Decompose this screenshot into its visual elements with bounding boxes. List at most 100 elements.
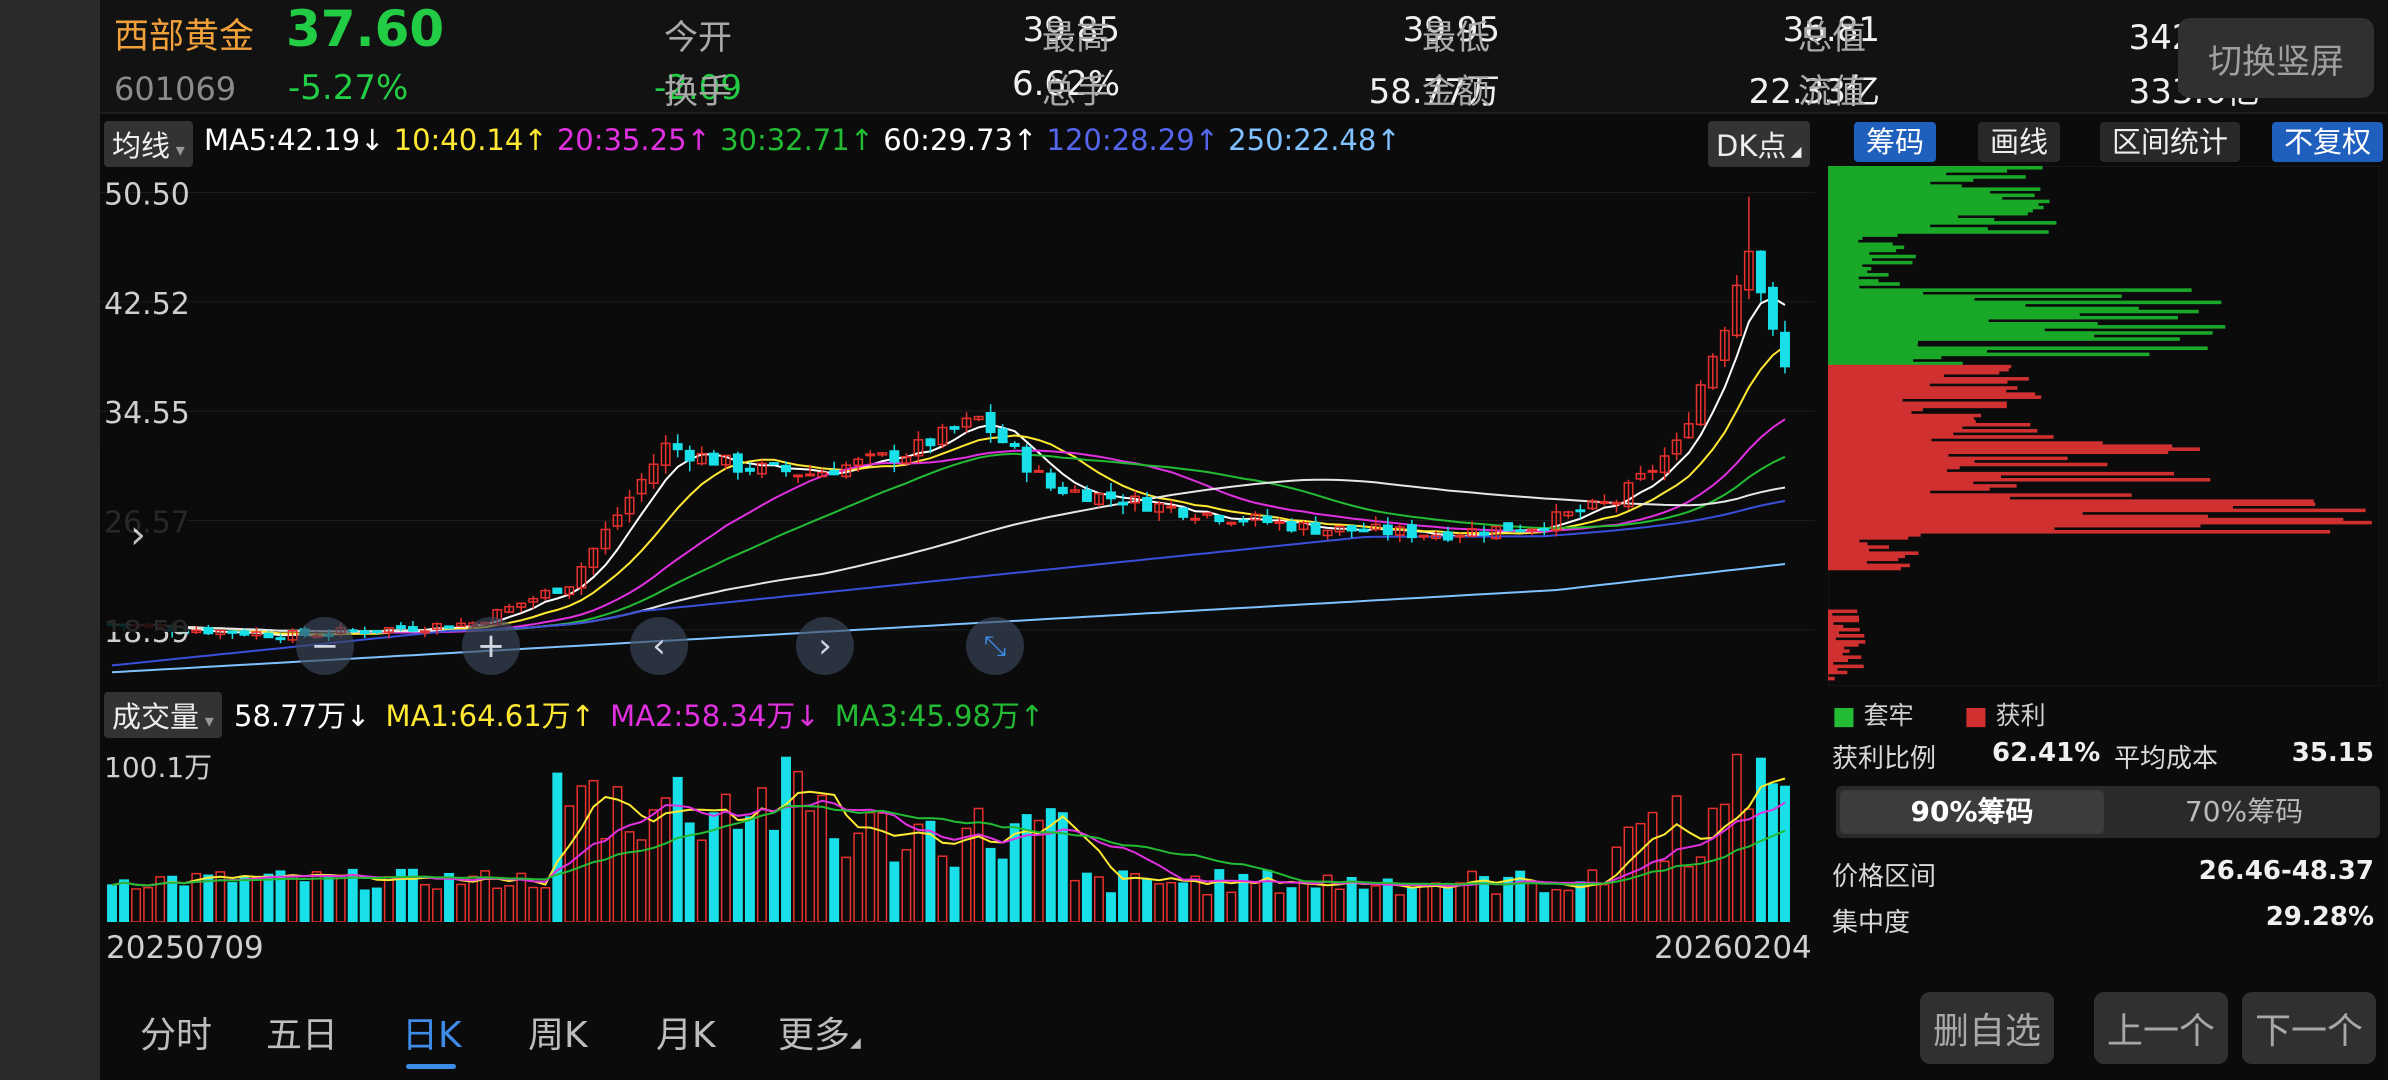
volume-type-select[interactable]: 成交量 ▾ — [104, 692, 222, 738]
candle-body — [805, 473, 816, 477]
chip-bar — [1828, 346, 2208, 351]
candle-body — [432, 622, 442, 630]
tab-90-chips[interactable]: 90%筹码 — [1840, 790, 2104, 834]
candle-body — [1755, 250, 1766, 294]
candle-body — [576, 566, 587, 589]
volume-chart[interactable] — [100, 736, 1815, 922]
chip-bar — [1828, 505, 2233, 510]
volume-bar — [1743, 808, 1754, 922]
chip-bar — [1828, 530, 2331, 534]
tab-chips[interactable]: 筹码 — [1854, 122, 1937, 162]
chip-bar — [1828, 303, 2026, 308]
chip-bar — [1828, 361, 1963, 366]
candle-body — [985, 412, 996, 434]
chip-bar — [1828, 211, 2028, 216]
candle-body — [383, 627, 394, 633]
chip-bar — [1828, 478, 2211, 482]
scroll-right-button[interactable]: › — [796, 617, 854, 675]
volume-ma-line — [111, 804, 1786, 887]
candle-body — [925, 438, 936, 447]
date-end: 20260204 — [1654, 930, 1812, 966]
chip-bar — [1828, 508, 2366, 513]
candle-body — [215, 629, 226, 636]
volume-bar — [432, 888, 442, 922]
stat-label: 流值 — [1798, 72, 1866, 112]
price-tick-label: 42.52 — [104, 287, 190, 322]
tab-more[interactable]: 更多◢ — [778, 1006, 861, 1058]
chip-bar — [1828, 374, 1945, 378]
tab-daily-k[interactable]: 日K — [402, 1015, 462, 1056]
tab-70-chips[interactable]: 70%筹码 — [2184, 795, 2304, 828]
dk-point-button[interactable]: DK点 ◢ — [1708, 121, 1810, 167]
chip-bar — [1828, 450, 2169, 455]
candle-body — [1346, 525, 1357, 532]
ma-line-250 — [111, 563, 1786, 674]
candle-body — [636, 478, 647, 495]
date-start: 20250709 — [106, 930, 264, 966]
chip-bar — [1828, 481, 1974, 485]
candle-body — [1274, 520, 1285, 524]
switch-portrait-button[interactable]: 切换竖屏 — [2178, 18, 2374, 98]
volume-bar — [1370, 885, 1381, 922]
candle-body — [1430, 534, 1441, 540]
chip-bar — [1828, 294, 2122, 299]
zoom-out-button[interactable]: − — [296, 617, 354, 675]
candle-body — [1551, 511, 1562, 532]
zoom-in-button[interactable]: + — [462, 617, 520, 675]
tab-no-adjust[interactable]: 不复权 — [2272, 122, 2384, 162]
volume-bar — [1118, 870, 1128, 922]
chip-bar — [1828, 646, 1845, 650]
chip-bar — [1828, 370, 2000, 375]
ma-legend: MA5:42.19↓ 10:40.14↑ 20:35.25↑ 30:32.71↑… — [204, 123, 1401, 157]
volume-bar — [456, 883, 467, 922]
chip-bar — [1828, 499, 2314, 503]
collapse-button[interactable]: ⤡ — [966, 617, 1024, 675]
candle-body — [1503, 522, 1514, 532]
tab-five-day[interactable]: 五日 — [266, 1015, 339, 1056]
next-stock-button[interactable]: 下一个 — [2242, 992, 2376, 1064]
volume-bar — [672, 776, 683, 922]
candle-body — [817, 471, 828, 478]
chip-bar — [1828, 175, 2026, 179]
green-square-icon: ■ — [1832, 701, 1856, 730]
chip-bar — [1828, 627, 1860, 632]
candle-body — [1154, 502, 1165, 513]
chip-bar — [1828, 334, 2095, 338]
tab-draw-line[interactable]: 画线 — [1978, 122, 2061, 162]
candle-body — [1310, 522, 1321, 535]
volume-bar — [708, 812, 719, 922]
ma-legend-item: 30:32.71↑ — [720, 123, 875, 157]
candle-body — [1635, 472, 1646, 480]
chip-bar — [1828, 377, 2029, 381]
tab-weekly-k[interactable]: 周K — [528, 1015, 588, 1056]
chip-bar — [1828, 447, 2200, 451]
volume-bar — [143, 886, 154, 922]
chip-bar — [1828, 413, 1982, 418]
volume-bar — [913, 823, 924, 922]
volume-bar — [1719, 803, 1730, 922]
volume-bar — [793, 770, 804, 922]
volume-bar — [937, 855, 948, 922]
previous-stock-button[interactable]: 上一个 — [2094, 992, 2228, 1064]
candle-body — [889, 450, 900, 463]
candle-body — [1334, 525, 1345, 533]
chip-bar — [1828, 468, 1947, 473]
remove-watchlist-button[interactable]: 删自选 — [1920, 992, 2054, 1064]
corner-arrow-icon: ◢ — [1786, 144, 1802, 160]
tab-range-stats[interactable]: 区间统计 — [2100, 122, 2241, 162]
volume-bar — [1467, 870, 1478, 922]
volume-bar — [383, 876, 394, 922]
chip-bar — [1828, 190, 1991, 195]
candle-body — [1057, 486, 1068, 495]
volume-bar — [179, 885, 190, 922]
candle-body — [1695, 384, 1706, 426]
scroll-left-button[interactable]: ‹ — [630, 617, 688, 675]
ma-type-select[interactable]: 均线 ▾ — [104, 121, 193, 167]
chip-bar — [1828, 643, 1859, 647]
volume-bar — [1021, 814, 1032, 922]
side-drawer-handle[interactable]: › — [100, 446, 188, 632]
tab-monthly-k[interactable]: 月K — [656, 1015, 716, 1056]
change-amount: -2.09 — [654, 68, 742, 108]
tab-intraday[interactable]: 分时 — [140, 1015, 213, 1056]
